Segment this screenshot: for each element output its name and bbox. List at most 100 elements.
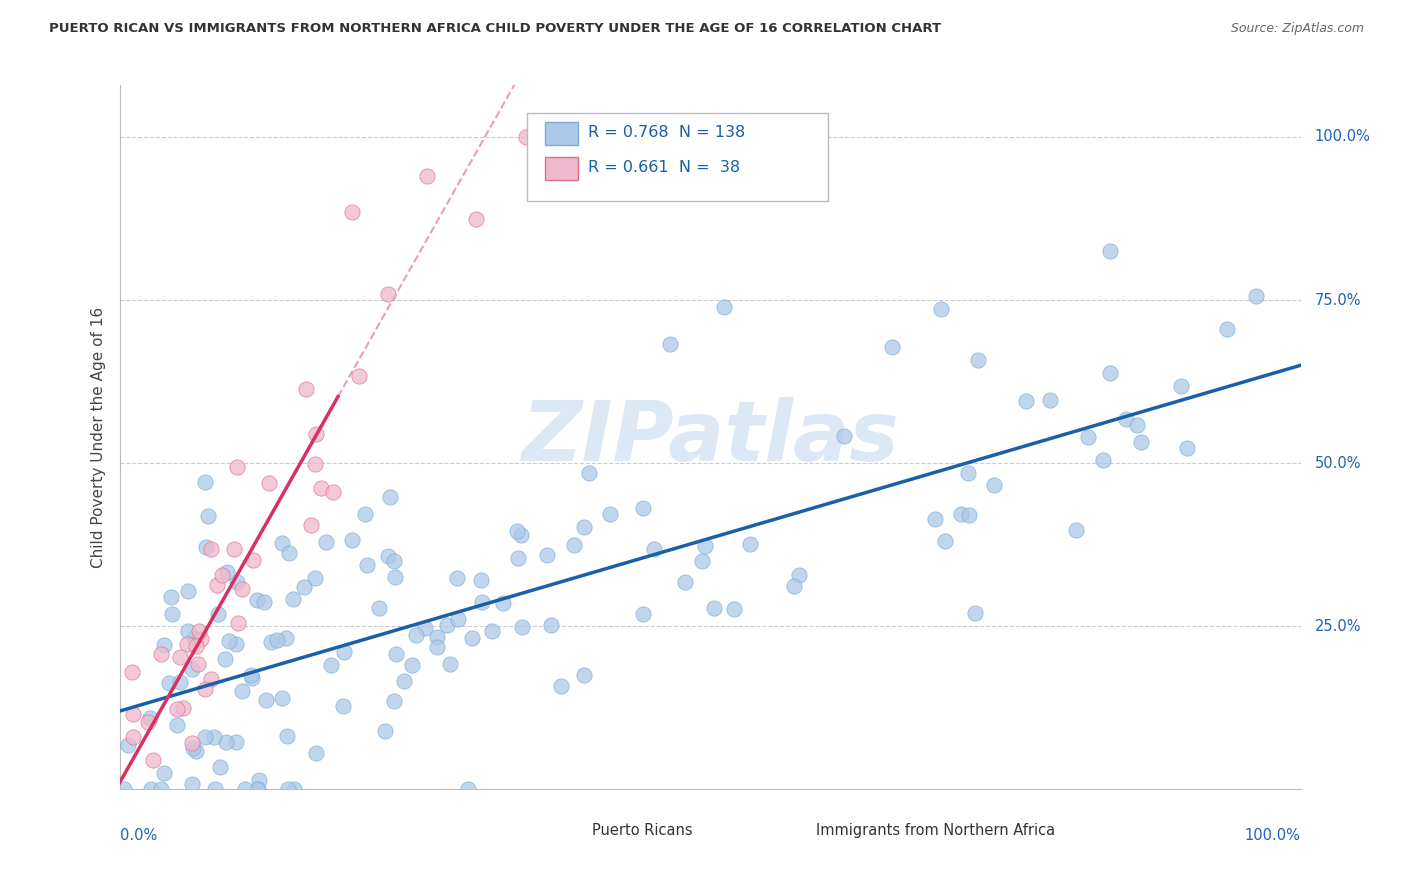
Point <box>1130 435 1153 450</box>
Point <box>470 574 492 588</box>
Point <box>723 602 745 616</box>
Point <box>693 539 716 553</box>
Point <box>222 541 245 556</box>
Point <box>506 524 529 538</box>
Point <box>882 340 904 354</box>
Point <box>225 637 247 651</box>
Point <box>509 527 531 541</box>
Point <box>283 782 305 797</box>
Point <box>180 662 202 676</box>
Point <box>176 637 198 651</box>
Point <box>332 699 354 714</box>
Point <box>160 590 183 604</box>
Point <box>187 624 209 639</box>
Point <box>315 535 337 549</box>
Point <box>247 782 270 797</box>
Point <box>658 336 681 351</box>
Point <box>384 694 406 708</box>
Point <box>1039 392 1062 407</box>
Point <box>190 632 212 646</box>
Point <box>1170 379 1192 393</box>
Point <box>787 568 810 582</box>
Point <box>492 596 515 610</box>
Point <box>271 536 294 550</box>
Point <box>253 595 276 609</box>
Point <box>957 508 980 522</box>
Point <box>967 353 990 368</box>
Y-axis label: Child Poverty Under the Age of 16: Child Poverty Under the Age of 16 <box>90 307 105 567</box>
Point <box>139 711 162 725</box>
Point <box>202 730 225 744</box>
Point <box>394 673 416 688</box>
Point <box>152 766 174 780</box>
Point <box>983 478 1005 492</box>
Point <box>416 169 439 184</box>
Point <box>233 782 256 797</box>
Point <box>153 638 176 652</box>
Point <box>950 507 973 521</box>
Point <box>633 607 655 621</box>
Point <box>207 607 229 621</box>
Point <box>292 581 315 595</box>
Point <box>150 782 173 797</box>
Point <box>277 546 299 560</box>
Point <box>194 540 217 554</box>
Point <box>157 676 180 690</box>
Point <box>599 508 621 522</box>
Point <box>374 723 396 738</box>
Text: Immigrants from Northern Africa: Immigrants from Northern Africa <box>817 823 1056 838</box>
Text: 25.0%: 25.0% <box>1315 619 1361 634</box>
Text: Puerto Ricans: Puerto Ricans <box>592 823 693 838</box>
Point <box>425 640 447 654</box>
Point <box>631 501 654 516</box>
Point <box>413 621 436 635</box>
Point <box>200 673 222 687</box>
Point <box>378 490 401 504</box>
Point <box>225 734 247 748</box>
Point <box>1066 523 1088 537</box>
Point <box>1175 442 1198 456</box>
Point <box>461 631 484 645</box>
Point <box>384 570 406 584</box>
Point <box>690 554 713 568</box>
Point <box>260 635 283 649</box>
Point <box>426 630 449 644</box>
Text: 50.0%: 50.0% <box>1315 456 1361 471</box>
Point <box>194 475 217 489</box>
Point <box>457 782 479 797</box>
Point <box>405 628 427 642</box>
Point <box>377 549 399 564</box>
Point <box>740 537 762 551</box>
Point <box>181 740 204 755</box>
Point <box>929 301 952 316</box>
Point <box>401 658 423 673</box>
Point <box>240 671 263 685</box>
FancyBboxPatch shape <box>544 122 578 145</box>
Point <box>340 533 363 548</box>
Point <box>177 624 200 639</box>
Point <box>447 612 470 626</box>
Point <box>1215 322 1237 336</box>
Point <box>141 782 163 797</box>
Point <box>162 607 184 621</box>
Point <box>247 772 270 787</box>
Point <box>246 593 269 607</box>
Point <box>515 130 537 145</box>
Point <box>180 737 202 751</box>
Point <box>512 620 534 634</box>
Point <box>215 566 238 580</box>
Text: PUERTO RICAN VS IMMIGRANTS FROM NORTHERN AFRICA CHILD POVERTY UNDER THE AGE OF 1: PUERTO RICAN VS IMMIGRANTS FROM NORTHERN… <box>49 22 942 36</box>
Point <box>340 205 363 219</box>
Point <box>1077 430 1099 444</box>
Text: ZIPatlas: ZIPatlas <box>522 397 898 477</box>
Point <box>304 457 326 471</box>
Point <box>149 647 172 661</box>
Point <box>319 658 342 673</box>
Point <box>169 675 191 690</box>
Point <box>122 706 145 721</box>
FancyBboxPatch shape <box>773 822 808 842</box>
Point <box>276 730 298 744</box>
Text: Source: ZipAtlas.com: Source: ZipAtlas.com <box>1230 22 1364 36</box>
FancyBboxPatch shape <box>548 822 583 842</box>
Point <box>713 300 735 314</box>
